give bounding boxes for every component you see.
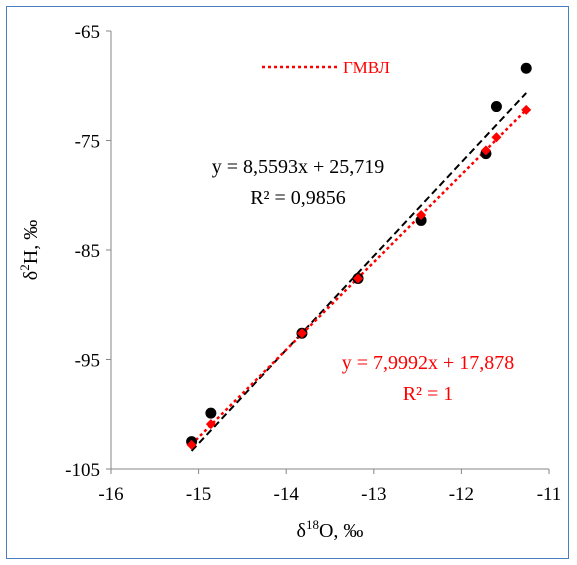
equation-black: R² = 0,9856 bbox=[250, 187, 346, 209]
y-tick-label: -105 bbox=[65, 460, 100, 481]
scatter-chart: -105 -95 -85 -75 -65 -16 -15 -14 -13 -12 -11 y = 8… bbox=[7, 7, 568, 558]
data-point-red bbox=[480, 145, 491, 156]
data-point-red bbox=[521, 104, 532, 115]
text-labels: y = 8,5593x + 25,719 R² = 0,9856 y = 7,999… bbox=[17, 58, 514, 542]
trendline-black bbox=[190, 92, 527, 452]
data-point-red bbox=[186, 439, 197, 450]
equation-red: y = 7,9992x + 17,878 bbox=[342, 352, 515, 374]
x-tick-label: -16 bbox=[98, 484, 123, 505]
y-tick-label: -95 bbox=[75, 351, 100, 372]
data-point-black bbox=[415, 214, 427, 226]
axes: -105 -95 -85 -75 -65 -16 -15 -14 -13 -12 -11 bbox=[65, 22, 561, 505]
plot-area bbox=[7, 7, 568, 558]
x-axis-title: δ18O, ‰ bbox=[297, 517, 364, 542]
data-point-red bbox=[491, 132, 502, 143]
data-point-red bbox=[205, 419, 216, 430]
data-point-red bbox=[296, 328, 307, 339]
data-point-black bbox=[520, 62, 532, 74]
data-point-black bbox=[490, 101, 502, 113]
x-tick-label: -15 bbox=[186, 484, 211, 505]
data-points bbox=[186, 62, 532, 450]
x-tick-label: -14 bbox=[274, 484, 300, 505]
x-tick-label: -12 bbox=[449, 484, 474, 505]
data-point-red bbox=[353, 273, 364, 284]
data-point-black bbox=[205, 407, 217, 419]
equation-red: R² = 1 bbox=[403, 383, 454, 405]
y-tick-label: -65 bbox=[75, 22, 100, 43]
chart-frame: -105 -95 -85 -75 -65 -16 -15 -14 -13 -12 -11 y = 8… bbox=[6, 6, 569, 559]
x-tick-label: -13 bbox=[361, 484, 386, 505]
legend-label: ГМВЛ bbox=[343, 58, 390, 77]
data-point-red bbox=[416, 209, 427, 220]
y-tick-label: -75 bbox=[75, 132, 100, 153]
y-tick-label: -85 bbox=[75, 241, 100, 262]
equation-black: y = 8,5593x + 25,719 bbox=[212, 156, 385, 178]
y-axis-title: δ2H, ‰ bbox=[17, 220, 42, 280]
x-tick-label: -11 bbox=[537, 484, 562, 505]
